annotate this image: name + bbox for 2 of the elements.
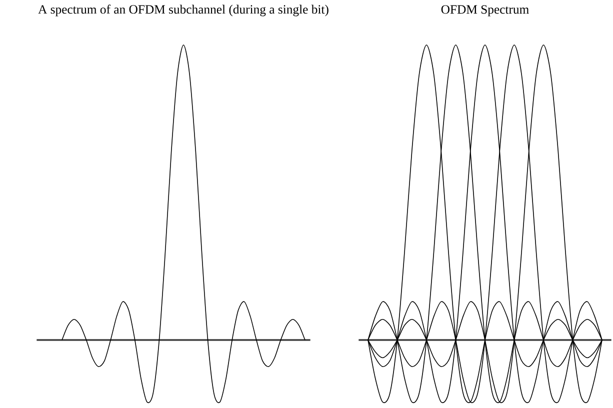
chart-title: OFDM Spectrum — [441, 5, 529, 16]
chart-title: A spectrum of an OFDM subchannel (during a single bit) — [38, 4, 328, 16]
